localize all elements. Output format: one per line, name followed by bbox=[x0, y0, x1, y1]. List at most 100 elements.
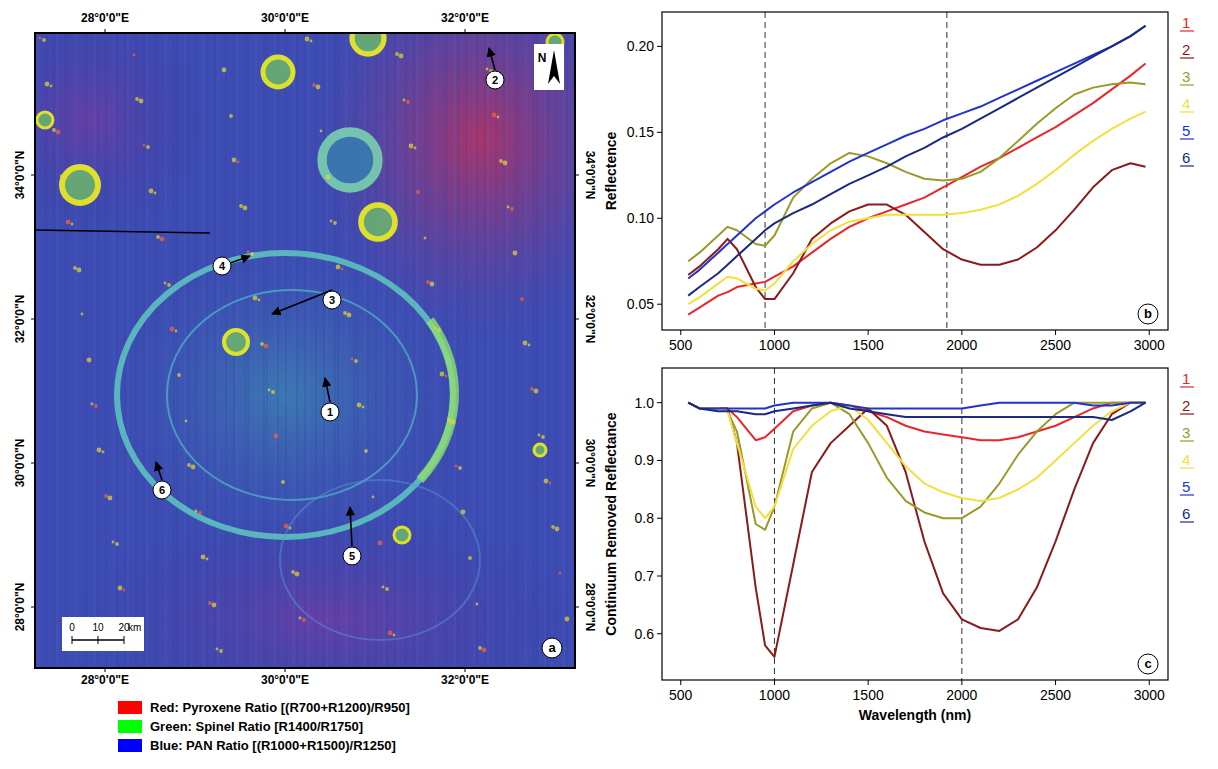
scale-unit: km bbox=[128, 622, 141, 633]
legend-label: 4 bbox=[1182, 451, 1190, 468]
lat-label: 32°0'0"N bbox=[583, 295, 597, 344]
plot-frame bbox=[662, 12, 1168, 330]
lon-tick bbox=[105, 29, 106, 33]
legend-underline bbox=[1180, 165, 1194, 166]
x-tick bbox=[961, 680, 962, 685]
map-streak bbox=[485, 33, 486, 668]
map-streak bbox=[166, 33, 167, 668]
speckle bbox=[461, 510, 466, 515]
crater-inner-ring bbox=[167, 290, 417, 500]
lat-tick bbox=[575, 175, 579, 176]
speckle bbox=[372, 496, 375, 499]
speckle bbox=[409, 144, 414, 149]
speckle bbox=[478, 646, 482, 650]
x-tick-label: 500 bbox=[669, 687, 693, 703]
map-streak bbox=[218, 33, 219, 668]
map-streak bbox=[458, 33, 459, 668]
x-tick-label: 2500 bbox=[1040, 337, 1071, 353]
speckle bbox=[208, 601, 212, 605]
point-arrow bbox=[350, 507, 352, 546]
y-tick-label: 0.7 bbox=[635, 568, 655, 584]
lon-tick bbox=[105, 668, 106, 672]
speckle bbox=[154, 192, 157, 195]
speckle bbox=[222, 68, 227, 73]
series-line bbox=[688, 403, 1145, 441]
speckle bbox=[91, 403, 94, 406]
speckle bbox=[430, 282, 435, 287]
lat-tick bbox=[575, 319, 579, 320]
north-box bbox=[534, 44, 564, 90]
x-tick-label: 2000 bbox=[946, 687, 977, 703]
speckle bbox=[50, 85, 53, 88]
x-tick-label: 1000 bbox=[759, 687, 790, 703]
y-tick-label: 0.9 bbox=[635, 452, 655, 468]
speckle bbox=[503, 161, 508, 166]
map-streak bbox=[564, 33, 565, 668]
map-streak bbox=[57, 33, 58, 668]
speckle bbox=[94, 404, 98, 408]
map-streak bbox=[207, 33, 208, 668]
x-tick bbox=[868, 330, 869, 335]
x-tick bbox=[1149, 330, 1150, 335]
y-tick-label: 0.15 bbox=[627, 124, 654, 140]
reference-line bbox=[774, 368, 775, 680]
speckle bbox=[362, 406, 365, 409]
speckle bbox=[476, 603, 479, 606]
y-tick-label: 0.6 bbox=[635, 626, 655, 642]
map-streak bbox=[248, 33, 249, 668]
speckle bbox=[555, 527, 560, 532]
legend-label: 2 bbox=[1182, 41, 1190, 58]
lon-label: 30°0'0"E bbox=[261, 673, 309, 687]
y-tick-label: 0.10 bbox=[627, 210, 654, 226]
map-streak bbox=[338, 33, 339, 668]
speckle bbox=[104, 494, 108, 498]
speckle bbox=[87, 358, 92, 363]
speckle bbox=[123, 589, 126, 592]
speckle bbox=[135, 97, 139, 101]
lon-label: 28°0'0"E bbox=[81, 673, 129, 687]
speckle bbox=[565, 617, 570, 622]
lat-label: 34°0'0"N bbox=[583, 151, 597, 200]
point-label: 3 bbox=[329, 294, 335, 306]
speckle bbox=[247, 251, 250, 254]
speckle bbox=[115, 542, 119, 546]
x-tick bbox=[1149, 680, 1150, 685]
speckle bbox=[206, 558, 209, 561]
map-streak bbox=[68, 33, 69, 668]
legend-label: 1 bbox=[1182, 370, 1190, 387]
map-streak bbox=[267, 33, 268, 668]
speckle bbox=[385, 587, 389, 591]
legend-underline bbox=[1180, 386, 1194, 387]
speckle bbox=[216, 648, 219, 651]
speckle bbox=[139, 99, 144, 104]
map-streak bbox=[545, 33, 546, 668]
map-streak bbox=[526, 33, 527, 668]
point-label: 2 bbox=[492, 74, 498, 86]
speckle bbox=[468, 556, 472, 560]
x-tick bbox=[1055, 330, 1056, 335]
legend-underline bbox=[1180, 413, 1194, 414]
map-streak bbox=[455, 33, 456, 668]
speckle bbox=[330, 220, 333, 223]
lat-label: 30°0'0"N bbox=[583, 439, 597, 488]
speckle bbox=[312, 83, 316, 87]
lon-label: 28°0'0"E bbox=[81, 11, 129, 25]
x-tick-label: 1500 bbox=[853, 337, 884, 353]
speckle bbox=[143, 144, 146, 147]
speckle bbox=[302, 618, 306, 622]
figure: 123456N01020kma28°0'0"E28°0'0"E30°0'0"E3… bbox=[0, 0, 1218, 769]
y-tick bbox=[657, 304, 662, 305]
series-line bbox=[688, 112, 1145, 305]
x-tick bbox=[961, 330, 962, 335]
speckle bbox=[388, 631, 393, 636]
map-streak bbox=[425, 33, 426, 668]
small-crater bbox=[263, 57, 293, 87]
speckle bbox=[406, 100, 410, 104]
speckle bbox=[167, 283, 171, 287]
map-streak bbox=[305, 33, 306, 668]
x-tick bbox=[680, 330, 681, 335]
plot-frame bbox=[662, 368, 1168, 680]
speckle bbox=[39, 37, 42, 40]
point-badge bbox=[213, 257, 231, 275]
lat-tick bbox=[31, 607, 35, 608]
